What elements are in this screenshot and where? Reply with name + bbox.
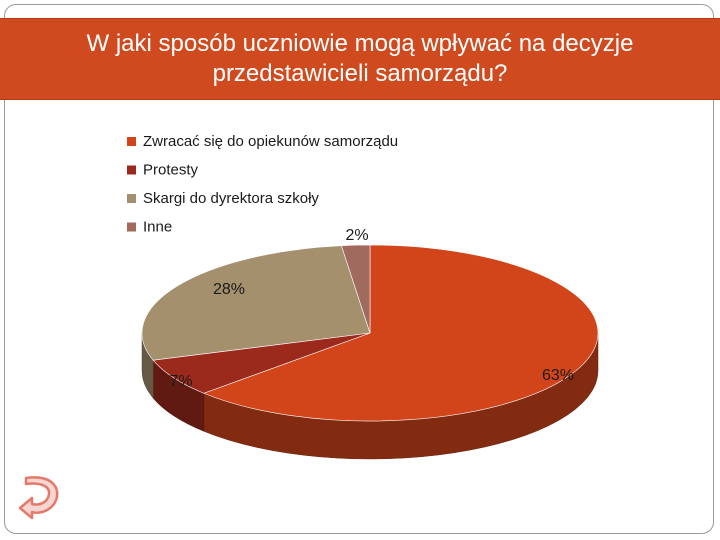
pie-slice-3 [141,245,371,361]
data-label-1: 63% [542,367,574,384]
legend-label-3: Skargi do dyrektora szkoły [143,190,319,207]
data-label-4: 2% [345,227,368,244]
legend-label-1: Zwracać się do opiekunów samorządu [143,133,398,150]
curved-arrow-back-icon [18,476,59,520]
slide-title: W jaki sposób uczniowie mogą wpływać na … [86,30,634,87]
data-labels: 63% 7% 28% 2% [169,227,574,390]
data-label-2: 7% [169,373,192,390]
back-button[interactable] [16,470,64,526]
data-label-3: 28% [213,281,245,298]
legend-swatch-2 [127,165,136,175]
pie-slices [141,244,599,460]
legend-swatch-4 [127,222,136,232]
legend-label-4: Inne [143,219,172,236]
legend-swatch-1 [127,137,136,146]
title-bar: W jaki sposób uczniowie mogą wpływać na … [0,18,720,100]
legend-swatch-3 [127,194,136,203]
pie-slice-4 [341,244,371,334]
legend-label-2: Protesty [143,162,199,179]
pie-slice-1 [202,244,599,422]
chart-legend: Zwracać się do opiekunów samorządu Protes… [127,133,398,236]
